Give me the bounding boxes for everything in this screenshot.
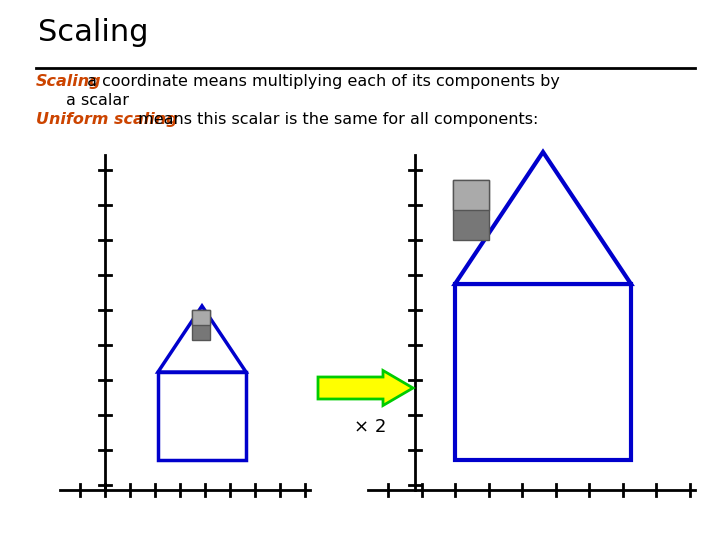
- Polygon shape: [455, 152, 631, 284]
- Bar: [453, 180, 489, 210]
- Text: Uniform scaling: Uniform scaling: [36, 112, 178, 127]
- Bar: [192, 310, 210, 340]
- Text: Scaling: Scaling: [38, 18, 148, 47]
- Bar: [453, 180, 489, 240]
- Text: Scaling: Scaling: [36, 74, 102, 89]
- Text: means this scalar is the same for all components:: means this scalar is the same for all co…: [133, 112, 539, 127]
- FancyArrow shape: [318, 370, 413, 406]
- Bar: [455, 284, 631, 460]
- Bar: [158, 372, 246, 460]
- Text: × 2: × 2: [354, 418, 386, 436]
- Text: a scalar: a scalar: [66, 93, 129, 108]
- Bar: [192, 310, 210, 325]
- Polygon shape: [158, 306, 246, 372]
- Text: a coordinate means multiplying each of its components by: a coordinate means multiplying each of i…: [82, 74, 560, 89]
